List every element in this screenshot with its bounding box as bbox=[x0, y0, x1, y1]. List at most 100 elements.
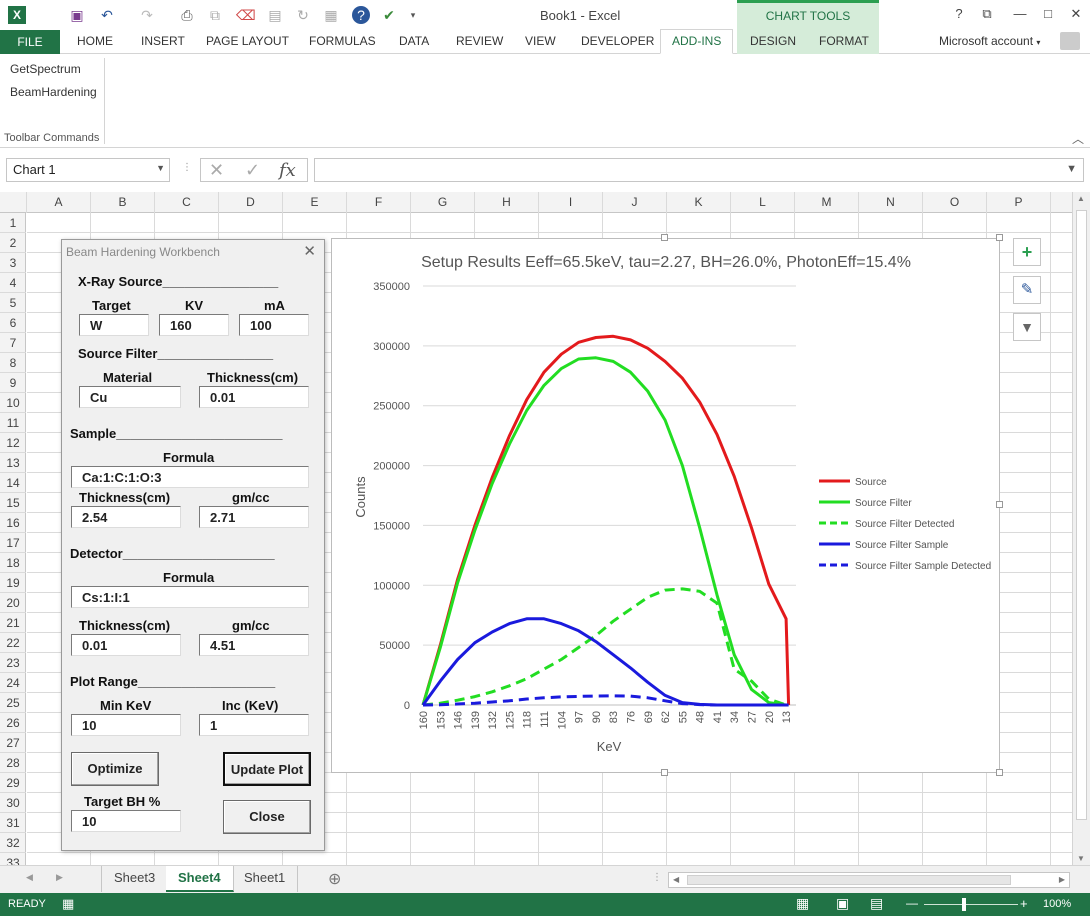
zoom-in-icon[interactable]: + bbox=[1020, 896, 1028, 911]
sample-thickness-input[interactable]: 2.54 bbox=[71, 506, 181, 528]
dialog-close-icon[interactable]: ✕ bbox=[303, 243, 316, 260]
column-header-d[interactable]: D bbox=[219, 192, 283, 213]
help-button[interactable]: ? bbox=[955, 6, 963, 21]
column-header-p[interactable]: P bbox=[987, 192, 1051, 213]
customize-qat-icon[interactable]: ▾ bbox=[410, 10, 416, 20]
zoom-level[interactable]: 100% bbox=[1043, 898, 1072, 910]
row-header-29[interactable]: 29 bbox=[0, 773, 26, 793]
tab-formulas[interactable]: FORMULAS bbox=[309, 34, 376, 48]
macro-record-icon[interactable]: ▦ bbox=[62, 896, 75, 911]
row-header-14[interactable]: 14 bbox=[0, 473, 26, 493]
chart-resize-handle-bottom-right[interactable] bbox=[996, 769, 1003, 776]
get-spectrum-command[interactable]: GetSpectrum bbox=[10, 62, 81, 76]
redo-icon[interactable]: ↷ bbox=[141, 7, 153, 23]
enter-icon[interactable]: ✓ bbox=[245, 160, 261, 180]
row-header-6[interactable]: 6 bbox=[0, 313, 26, 333]
vertical-scroll-thumb[interactable] bbox=[1076, 210, 1087, 820]
target-input[interactable]: W bbox=[79, 314, 149, 336]
tab-file[interactable]: FILE bbox=[0, 30, 60, 54]
sheet-tab-sheet4[interactable]: Sheet4 bbox=[166, 866, 234, 892]
insert-function-icon[interactable]: fx bbox=[279, 160, 296, 181]
tab-format[interactable]: FORMAT bbox=[819, 34, 869, 48]
page-layout-view-icon[interactable]: ▣ bbox=[836, 895, 850, 911]
row-header-19[interactable]: 19 bbox=[0, 573, 26, 593]
tab-review[interactable]: REVIEW bbox=[456, 34, 504, 48]
row-header-23[interactable]: 23 bbox=[0, 653, 26, 673]
form-icon[interactable]: ▤ bbox=[268, 7, 282, 23]
account-menu[interactable]: Microsoft account ▾ bbox=[939, 34, 1040, 48]
detector-density-input[interactable]: 4.51 bbox=[199, 634, 309, 656]
row-header-27[interactable]: 27 bbox=[0, 733, 26, 753]
close-button[interactable]: Close bbox=[223, 800, 311, 834]
row-header-9[interactable]: 9 bbox=[0, 373, 26, 393]
row-header-5[interactable]: 5 bbox=[0, 293, 26, 313]
zoom-out-icon[interactable]: — bbox=[906, 896, 918, 910]
tab-home[interactable]: HOME bbox=[77, 34, 113, 48]
format-painter-icon[interactable]: ⧉ bbox=[210, 7, 220, 23]
sheet-tab-sheet1[interactable]: Sheet1 bbox=[232, 866, 299, 892]
row-header-18[interactable]: 18 bbox=[0, 553, 26, 573]
column-header-c[interactable]: C bbox=[155, 192, 219, 213]
row-header-11[interactable]: 11 bbox=[0, 413, 26, 433]
cancel-icon[interactable]: ✕ bbox=[209, 160, 225, 180]
name-box-dropdown-icon[interactable]: ▼ bbox=[156, 163, 165, 173]
inc-kev-input[interactable]: 1 bbox=[199, 714, 309, 736]
row-header-16[interactable]: 16 bbox=[0, 513, 26, 533]
row-header-2[interactable]: 2 bbox=[0, 233, 26, 253]
column-header-g[interactable]: G bbox=[411, 192, 475, 213]
ma-input[interactable]: 100 bbox=[239, 314, 309, 336]
horizontal-scroll-thumb[interactable] bbox=[687, 875, 1011, 885]
formula-input[interactable]: ▼ bbox=[314, 158, 1084, 182]
calculator-icon[interactable]: ▦ bbox=[324, 7, 338, 23]
chart-area[interactable]: Setup Results Eeff=65.5keV, tau=2.27, BH… bbox=[331, 238, 1000, 773]
column-header-o[interactable]: O bbox=[923, 192, 987, 213]
zoom-slider-track[interactable] bbox=[924, 904, 1018, 905]
row-header-21[interactable]: 21 bbox=[0, 613, 26, 633]
refresh-icon[interactable]: ↻ bbox=[297, 7, 309, 23]
row-header-32[interactable]: 32 bbox=[0, 833, 26, 853]
horizontal-scrollbar[interactable]: ◀ ▶ bbox=[668, 872, 1070, 888]
tab-add-ins[interactable]: ADD-INS bbox=[660, 29, 734, 54]
kv-input[interactable]: 160 bbox=[159, 314, 229, 336]
row-header-4[interactable]: 4 bbox=[0, 273, 26, 293]
tab-design[interactable]: DESIGN bbox=[750, 34, 797, 48]
sample-formula-input[interactable]: Ca:1:C:1:O:3 bbox=[71, 466, 309, 488]
row-header-10[interactable]: 10 bbox=[0, 393, 26, 413]
chart-resize-handle-top-right[interactable] bbox=[996, 234, 1003, 241]
row-header-26[interactable]: 26 bbox=[0, 713, 26, 733]
column-header-h[interactable]: H bbox=[475, 192, 539, 213]
scroll-up-icon[interactable]: ▲ bbox=[1077, 194, 1085, 203]
close-window-button[interactable]: ✕ bbox=[1070, 6, 1082, 21]
row-header-31[interactable]: 31 bbox=[0, 813, 26, 833]
tab-insert[interactable]: INSERT bbox=[141, 34, 185, 48]
normal-view-icon[interactable]: ▦ bbox=[796, 895, 810, 911]
detector-formula-input[interactable]: Cs:1:I:1 bbox=[71, 586, 309, 608]
row-header-30[interactable]: 30 bbox=[0, 793, 26, 813]
optimize-button[interactable]: Optimize bbox=[71, 752, 159, 786]
undo-icon[interactable]: ↶ bbox=[101, 7, 113, 23]
chart-styles-brush-icon[interactable]: ✎ bbox=[1013, 276, 1041, 304]
help-icon[interactable]: ? bbox=[352, 6, 370, 24]
row-header-7[interactable]: 7 bbox=[0, 333, 26, 353]
filter-thickness-input[interactable]: 0.01 bbox=[199, 386, 309, 408]
column-header-m[interactable]: M bbox=[795, 192, 859, 213]
column-header-f[interactable]: F bbox=[347, 192, 411, 213]
expand-formula-bar-icon[interactable]: ▼ bbox=[1066, 163, 1077, 175]
row-header-28[interactable]: 28 bbox=[0, 753, 26, 773]
column-header-k[interactable]: K bbox=[667, 192, 731, 213]
sheet-scroll-left-icon[interactable]: ◀ bbox=[26, 872, 33, 882]
column-header-n[interactable]: N bbox=[859, 192, 923, 213]
scroll-left-icon[interactable]: ◀ bbox=[673, 875, 680, 884]
collapse-ribbon-icon[interactable]: ︿ bbox=[1071, 132, 1084, 146]
row-header-12[interactable]: 12 bbox=[0, 433, 26, 453]
column-header-b[interactable]: B bbox=[91, 192, 155, 213]
update-plot-button[interactable]: Update Plot bbox=[223, 752, 311, 786]
row-header-1[interactable]: 1 bbox=[0, 213, 26, 233]
account-avatar[interactable] bbox=[1060, 32, 1080, 50]
tab-page-layout[interactable]: PAGE LAYOUT bbox=[206, 34, 289, 48]
column-header-j[interactable]: J bbox=[603, 192, 667, 213]
sample-density-input[interactable]: 2.71 bbox=[199, 506, 309, 528]
row-header-25[interactable]: 25 bbox=[0, 693, 26, 713]
tab-developer[interactable]: DEVELOPER bbox=[581, 34, 655, 48]
select-all-corner[interactable] bbox=[0, 192, 27, 213]
